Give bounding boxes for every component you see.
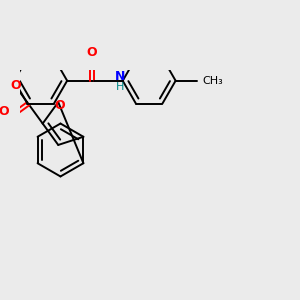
Text: O: O (55, 99, 65, 112)
Text: N: N (115, 70, 125, 83)
Text: O: O (0, 105, 9, 118)
Text: CH₃: CH₃ (202, 76, 223, 86)
Text: H: H (116, 82, 124, 92)
Text: O: O (86, 46, 97, 59)
Text: O: O (10, 79, 21, 92)
